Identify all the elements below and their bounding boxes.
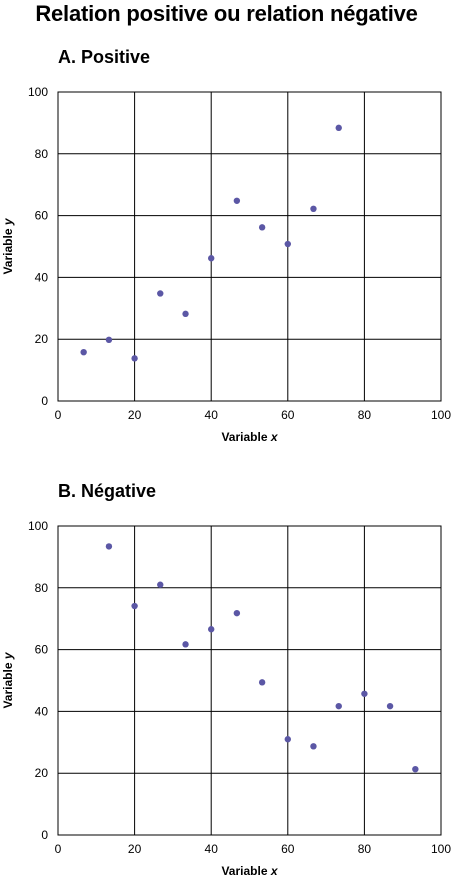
chart-a-title: A. Positive	[58, 47, 151, 67]
data-point	[80, 348, 87, 356]
x-tick-label: 0	[55, 408, 62, 422]
x-tick-label: 80	[358, 408, 372, 422]
x-axis-label: Variable x	[221, 864, 278, 878]
chart-b-title: B. Négative	[58, 481, 157, 501]
y-axis-label-text: Variable	[1, 659, 15, 708]
x-tick-label: 40	[205, 842, 219, 856]
data-point	[208, 255, 215, 262]
y-tick-label: 60	[35, 209, 49, 223]
plot-area	[57, 525, 442, 836]
data-point	[105, 336, 113, 344]
y-axis-label-var: y	[1, 217, 15, 226]
y-tick-label: 100	[28, 85, 48, 99]
data-point	[258, 679, 266, 686]
data-point	[105, 543, 113, 550]
y-axis-label-var: y	[1, 651, 15, 660]
data-point	[386, 702, 394, 710]
data-point	[310, 205, 317, 213]
plot-area	[57, 91, 442, 402]
x-tick-label: 60	[281, 408, 295, 422]
x-tick-label: 20	[128, 842, 142, 856]
data-point	[182, 641, 189, 648]
data-point	[284, 240, 291, 248]
y-tick-label: 0	[41, 394, 48, 408]
y-tick-label: 0	[41, 828, 48, 842]
data-point	[335, 702, 342, 710]
x-tick-label: 20	[128, 408, 142, 422]
data-point	[157, 290, 164, 297]
data-point	[284, 736, 291, 743]
x-axis-label-var: x	[270, 430, 279, 444]
x-tick-label: 80	[358, 842, 372, 856]
data-point	[157, 581, 164, 588]
y-tick-label: 20	[35, 332, 49, 346]
y-tick-label: 60	[35, 643, 49, 657]
x-tick-label: 100	[431, 408, 451, 422]
y-axis-label: Variable y	[1, 651, 15, 708]
y-axis-label-text: Variable	[1, 225, 15, 274]
y-tick-label: 40	[35, 704, 49, 718]
x-tick-label: 40	[205, 408, 219, 422]
data-point	[233, 197, 241, 204]
data-point	[233, 609, 241, 617]
y-tick-label: 100	[28, 519, 48, 533]
x-axis-label-text: Variable	[221, 864, 270, 878]
y-tick-label: 80	[35, 581, 49, 595]
data-point	[258, 224, 266, 231]
y-tick-label: 80	[35, 147, 49, 161]
data-point	[412, 765, 419, 773]
page-title: Relation positive ou relation négative	[35, 1, 418, 26]
x-axis-label-text: Variable	[221, 430, 270, 444]
y-tick-label: 20	[35, 766, 49, 780]
data-point	[131, 602, 138, 610]
x-axis-label: Variable x	[221, 430, 278, 444]
x-tick-label: 0	[55, 842, 62, 856]
data-point	[131, 355, 138, 362]
data-point	[208, 626, 215, 633]
x-tick-label: 100	[431, 842, 451, 856]
x-tick-label: 60	[281, 842, 295, 856]
y-axis-label: Variable y	[1, 217, 15, 274]
x-axis-label-var: x	[270, 864, 279, 878]
data-point	[182, 310, 189, 318]
data-point	[310, 743, 317, 750]
data-point	[335, 124, 342, 132]
y-tick-label: 40	[35, 270, 49, 284]
data-point	[361, 690, 368, 697]
